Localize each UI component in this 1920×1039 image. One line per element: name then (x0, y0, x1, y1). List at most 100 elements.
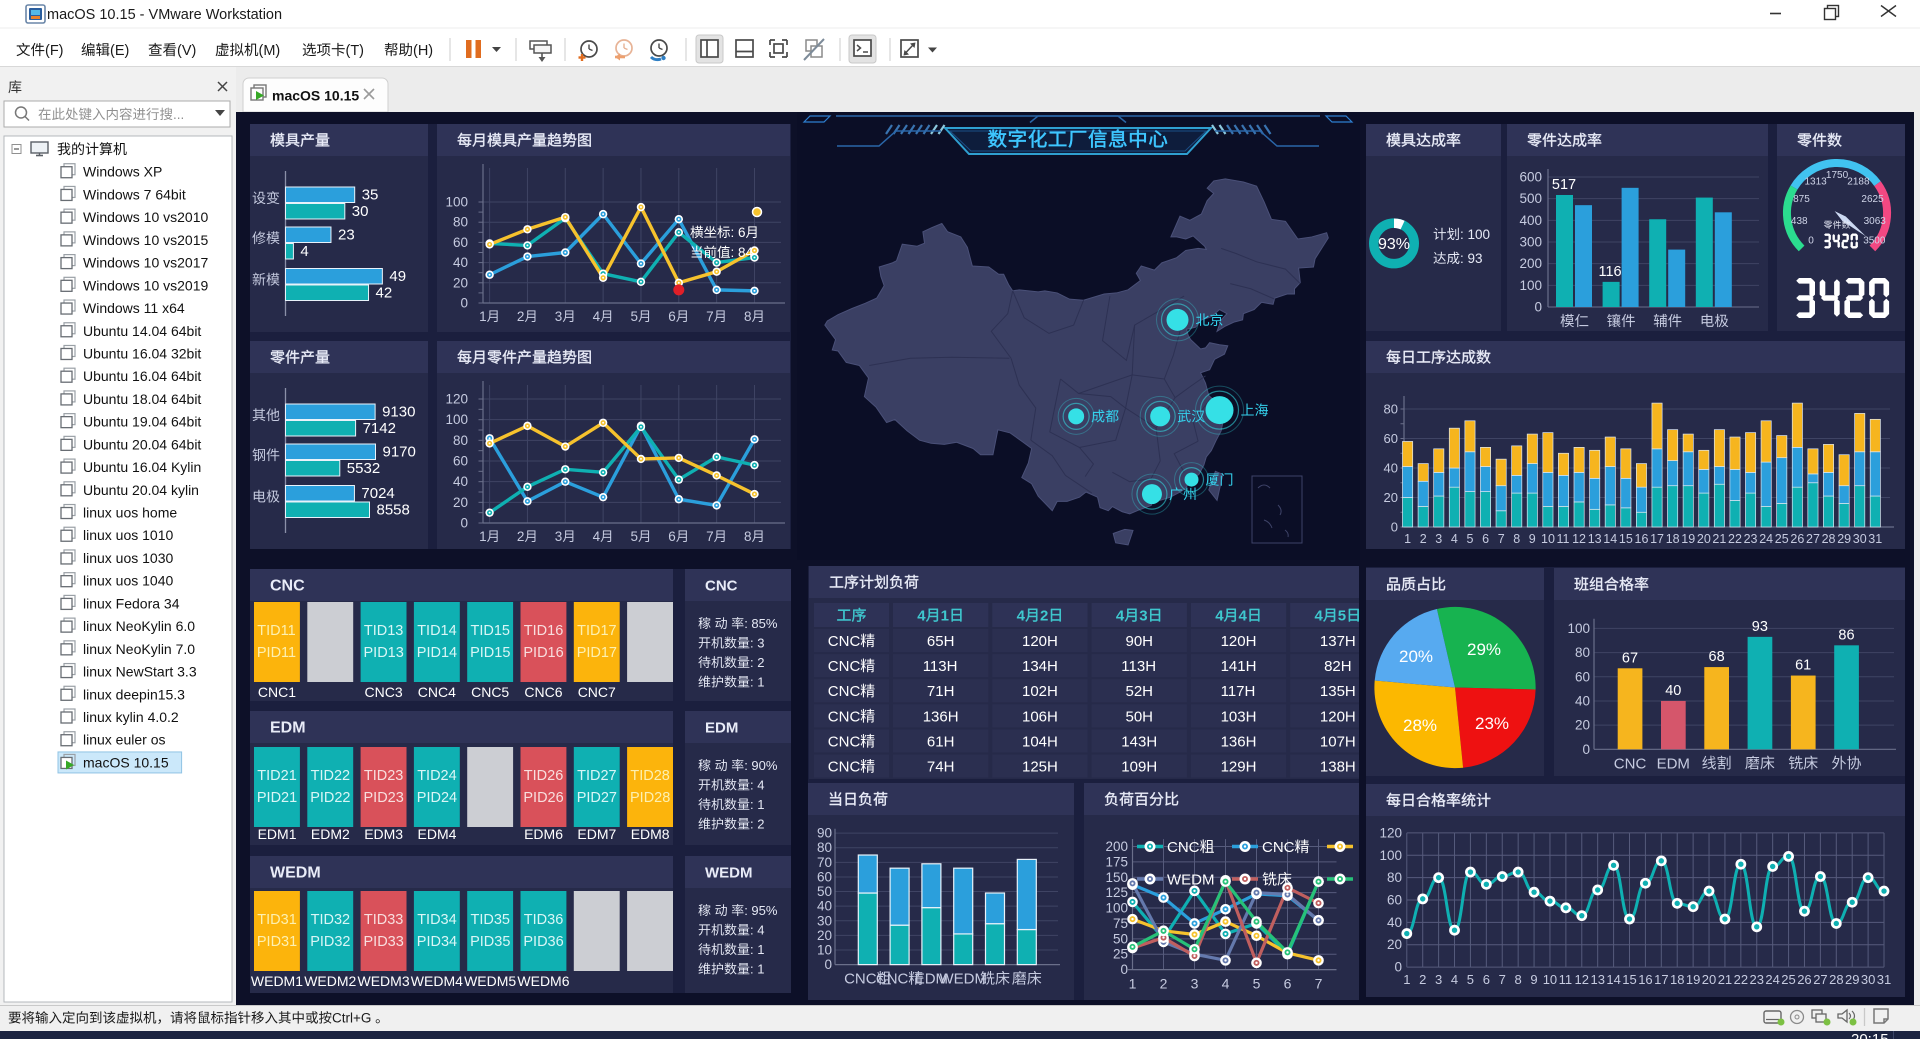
svg-text:2625: 2625 (1861, 194, 1884, 205)
svg-text:100: 100 (1568, 621, 1591, 636)
svg-text:175: 175 (1106, 854, 1129, 869)
svg-text:26: 26 (1797, 972, 1811, 987)
svg-text:0: 0 (1395, 960, 1403, 975)
svg-text:linux NeoKylin 7.0: linux NeoKylin 7.0 (83, 641, 195, 657)
svg-text:74H: 74H (927, 759, 955, 776)
svg-text:4: 4 (593, 529, 601, 544)
svg-text:1: 1 (479, 529, 487, 544)
svg-text:8: 8 (1515, 972, 1522, 987)
svg-text:5: 5 (631, 529, 639, 544)
svg-text:TID24: TID24 (417, 768, 457, 784)
svg-text:3: 3 (1435, 532, 1442, 546)
svg-text:109H: 109H (1121, 759, 1157, 776)
svg-text:6: 6 (1482, 532, 1489, 546)
svg-text:29: 29 (1837, 532, 1851, 546)
svg-text:80: 80 (1384, 402, 1398, 417)
svg-text:100: 100 (1380, 848, 1403, 863)
svg-text:9170: 9170 (383, 444, 416, 461)
svg-text:CNC: CNC (828, 708, 861, 725)
svg-text:200: 200 (1520, 256, 1543, 271)
svg-text:CNC: CNC (1167, 839, 1200, 856)
svg-text:CNC4: CNC4 (418, 684, 456, 700)
svg-text:100: 100 (446, 412, 469, 427)
svg-text:4: 4 (1215, 608, 1224, 625)
svg-text:438: 438 (1791, 216, 1808, 227)
svg-text:30: 30 (352, 203, 369, 220)
svg-text:136H: 136H (1221, 734, 1257, 751)
svg-text:9: 9 (1530, 972, 1537, 987)
svg-text:4: 4 (300, 243, 308, 260)
svg-text:50H: 50H (1126, 708, 1154, 725)
svg-text:25: 25 (1775, 532, 1789, 546)
svg-text:14: 14 (1603, 532, 1617, 546)
svg-text:120: 120 (1380, 825, 1403, 840)
svg-text:4: 4 (1451, 972, 1458, 987)
svg-text:(E): (E) (110, 43, 129, 59)
svg-text:13: 13 (1591, 972, 1605, 987)
svg-text:40: 40 (1665, 683, 1681, 699)
svg-text:12: 12 (1572, 532, 1586, 546)
svg-text:1: 1 (1404, 532, 1411, 546)
svg-text:70: 70 (817, 855, 832, 870)
svg-text:80: 80 (817, 840, 832, 855)
svg-text:20: 20 (1575, 718, 1590, 733)
svg-text:116: 116 (1599, 264, 1622, 280)
svg-text:200: 200 (1106, 839, 1129, 854)
svg-text:23: 23 (338, 227, 355, 244)
svg-text:macOS 10.15: macOS 10.15 (83, 754, 169, 770)
svg-text:15: 15 (1619, 532, 1633, 546)
svg-text:20: 20 (453, 275, 468, 290)
svg-text:22: 22 (1728, 532, 1742, 546)
svg-text:5: 5 (1467, 532, 1474, 546)
svg-text:5: 5 (1467, 972, 1474, 987)
svg-text:75: 75 (1113, 916, 1128, 931)
svg-text:...: ... (173, 107, 184, 122)
svg-text:20: 20 (1702, 972, 1716, 987)
svg-text:7142: 7142 (363, 420, 396, 437)
svg-text:7024: 7024 (361, 485, 394, 502)
svg-text:19: 19 (1686, 972, 1700, 987)
svg-text:113H: 113H (1121, 658, 1156, 675)
svg-text:3: 3 (555, 529, 563, 544)
svg-text:125: 125 (1106, 885, 1129, 900)
svg-text:60: 60 (1387, 893, 1402, 908)
svg-text:: 4: : 4 (750, 923, 764, 938)
svg-text:EDM2: EDM2 (311, 826, 350, 842)
svg-text:50: 50 (817, 884, 832, 899)
svg-text:2: 2 (1160, 976, 1168, 992)
svg-text:PID24: PID24 (417, 790, 457, 806)
svg-text:15: 15 (1622, 972, 1636, 987)
svg-text:WEDM6: WEDM6 (517, 973, 569, 989)
svg-text:Windows 7 64bit: Windows 7 64bit (83, 186, 186, 202)
svg-text:100: 100 (1106, 901, 1129, 916)
svg-text:90: 90 (817, 826, 832, 841)
svg-text:: 2: : 2 (750, 655, 764, 670)
svg-text:8: 8 (744, 309, 752, 324)
svg-text:9130: 9130 (382, 404, 415, 421)
svg-text:EDM: EDM (1657, 755, 1690, 772)
svg-text:linux uos 1010: linux uos 1010 (83, 527, 174, 543)
svg-text:TID23: TID23 (364, 768, 404, 784)
svg-text:61H: 61H (927, 734, 955, 751)
svg-text:93%: 93% (1378, 236, 1410, 253)
svg-text:linux Fedora 34: linux Fedora 34 (83, 595, 180, 611)
svg-text:106H: 106H (1022, 708, 1058, 725)
svg-text:107H: 107H (1320, 734, 1356, 751)
svg-text:Ubuntu 16.04 Kylin: Ubuntu 16.04 Kylin (83, 459, 201, 475)
svg-text:CNC: CNC (828, 759, 861, 776)
svg-text:4: 4 (917, 608, 926, 625)
svg-text:113H: 113H (923, 658, 958, 675)
svg-text:WEDM: WEDM (705, 865, 753, 882)
svg-text:PID31: PID31 (257, 934, 297, 950)
svg-text:EDM: EDM (270, 720, 306, 737)
svg-text:17: 17 (1650, 532, 1664, 546)
svg-text:2: 2 (1420, 532, 1427, 546)
svg-text:517: 517 (1552, 177, 1576, 193)
svg-text:6: 6 (668, 529, 676, 544)
svg-text:(T): (T) (346, 43, 365, 59)
svg-text:linux deepin15.3: linux deepin15.3 (83, 686, 185, 702)
svg-text:25: 25 (1113, 947, 1128, 962)
svg-text:120H: 120H (1320, 708, 1356, 725)
svg-text:3063: 3063 (1864, 216, 1887, 227)
svg-text:: 1: : 1 (750, 962, 764, 977)
